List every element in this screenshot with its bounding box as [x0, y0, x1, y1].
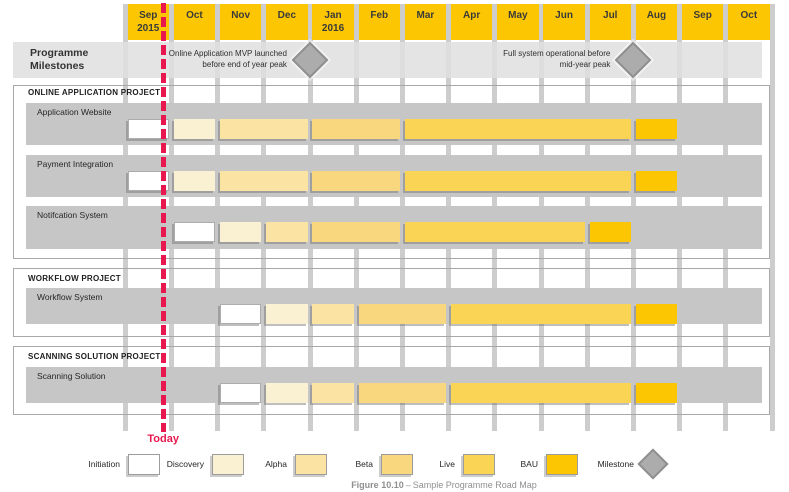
month-header-cell: Mar [404, 4, 447, 40]
bar-discovery [173, 171, 216, 191]
bar-live [450, 383, 631, 403]
bar-initiation [127, 171, 169, 191]
bar-discovery [173, 119, 216, 139]
month-header-cell: Sep [681, 4, 724, 40]
month-header-cell: Aug [635, 4, 678, 40]
section-title: SCANNING SOLUTION PROJECT [28, 352, 161, 361]
bar-bau [635, 383, 678, 403]
bar-discovery [266, 383, 308, 403]
milestone-annotation: Online Application MVP launched before en… [102, 49, 287, 70]
task-label: Notifcation System [37, 210, 108, 220]
bar-discovery [266, 304, 308, 324]
bar-bau [635, 119, 678, 139]
milestone-annotation: Full system operational before mid-year p… [425, 49, 610, 70]
bar-alpha [219, 119, 308, 139]
month-header-cell: Oct [173, 4, 216, 40]
bar-alpha [219, 171, 308, 191]
legend-swatch-alpha [295, 454, 327, 475]
section-box [13, 268, 770, 337]
today-marker-line [160, 3, 166, 432]
month-header-cell: Jan 2016 [312, 4, 354, 40]
milestone-annotation-line: Online Application MVP launched [168, 49, 287, 58]
caption-figure-number: Figure 10.10 [351, 480, 404, 490]
bar-initiation [173, 222, 216, 242]
legend-label: Discovery [166, 459, 204, 469]
bar-beta [312, 119, 400, 139]
legend-swatch-beta [381, 454, 413, 475]
section-box [13, 346, 770, 415]
month-header-cell: Feb [358, 4, 400, 40]
legend-swatch-initiation [128, 454, 160, 475]
section-title: ONLINE APPLICATION PROJECT [28, 88, 161, 97]
month-header-cell: Nov [219, 4, 262, 40]
task-label: Application Website [37, 107, 112, 117]
bar-beta [358, 383, 447, 403]
bar-live [404, 171, 631, 191]
milestone-annotation-line: Full system operational before [503, 49, 611, 58]
month-header-year: 2016 [321, 23, 345, 34]
month-header-cell: May [497, 4, 539, 40]
bar-bau [635, 304, 678, 324]
task-label: Payment Integration [37, 159, 114, 169]
milestone-annotation-line: mid-year peak [559, 59, 611, 69]
legend-swatch-live [463, 454, 495, 475]
figure-caption: Figure 10.10– Sample Programme Road Map [244, 480, 644, 490]
milestone-annotation-line: before end of year peak [202, 59, 287, 69]
bar-live [404, 222, 585, 242]
legend-label: Live [439, 459, 455, 469]
bar-beta [312, 222, 400, 242]
today-label: Today [147, 433, 179, 445]
legend-swatch-bau [546, 454, 578, 475]
task-label: Scanning Solution [37, 371, 106, 381]
caption-separator: – [405, 480, 411, 490]
bar-live [450, 304, 631, 324]
month-header-cell: Jun [543, 4, 585, 40]
legend-label: Alpha [265, 459, 287, 469]
month-header-year: 2015 [137, 23, 160, 34]
bar-initiation [127, 119, 169, 139]
bar-beta [312, 171, 400, 191]
bar-alpha [312, 383, 354, 403]
month-gridline [769, 4, 775, 431]
month-header-cell: Jul [589, 4, 631, 40]
section-box [13, 85, 770, 259]
legend-swatch-discovery [212, 454, 244, 475]
bar-initiation [219, 383, 262, 403]
bar-beta [358, 304, 447, 324]
bar-alpha [266, 222, 308, 242]
bar-bau [589, 222, 631, 242]
legend-label: BAU [520, 459, 538, 469]
bar-live [404, 119, 631, 139]
caption-title: Sample Programme Road Map [412, 480, 537, 490]
month-header-cell: Dec [266, 4, 308, 40]
legend-label: Beta [355, 459, 374, 469]
month-header-cell: Apr [450, 4, 493, 40]
bar-discovery [219, 222, 262, 242]
bar-initiation [219, 304, 262, 324]
legend-label: Milestone [597, 459, 634, 469]
bar-bau [635, 171, 678, 191]
milestones-row-title: Programme Milestones [30, 47, 89, 72]
bar-alpha [312, 304, 354, 324]
task-label: Workflow System [37, 292, 103, 302]
section-title: WORKFLOW PROJECT [28, 274, 121, 283]
legend-milestone-diamond [637, 448, 669, 480]
legend-label: Initiation [88, 459, 120, 469]
month-header-cell: Oct [728, 4, 770, 40]
